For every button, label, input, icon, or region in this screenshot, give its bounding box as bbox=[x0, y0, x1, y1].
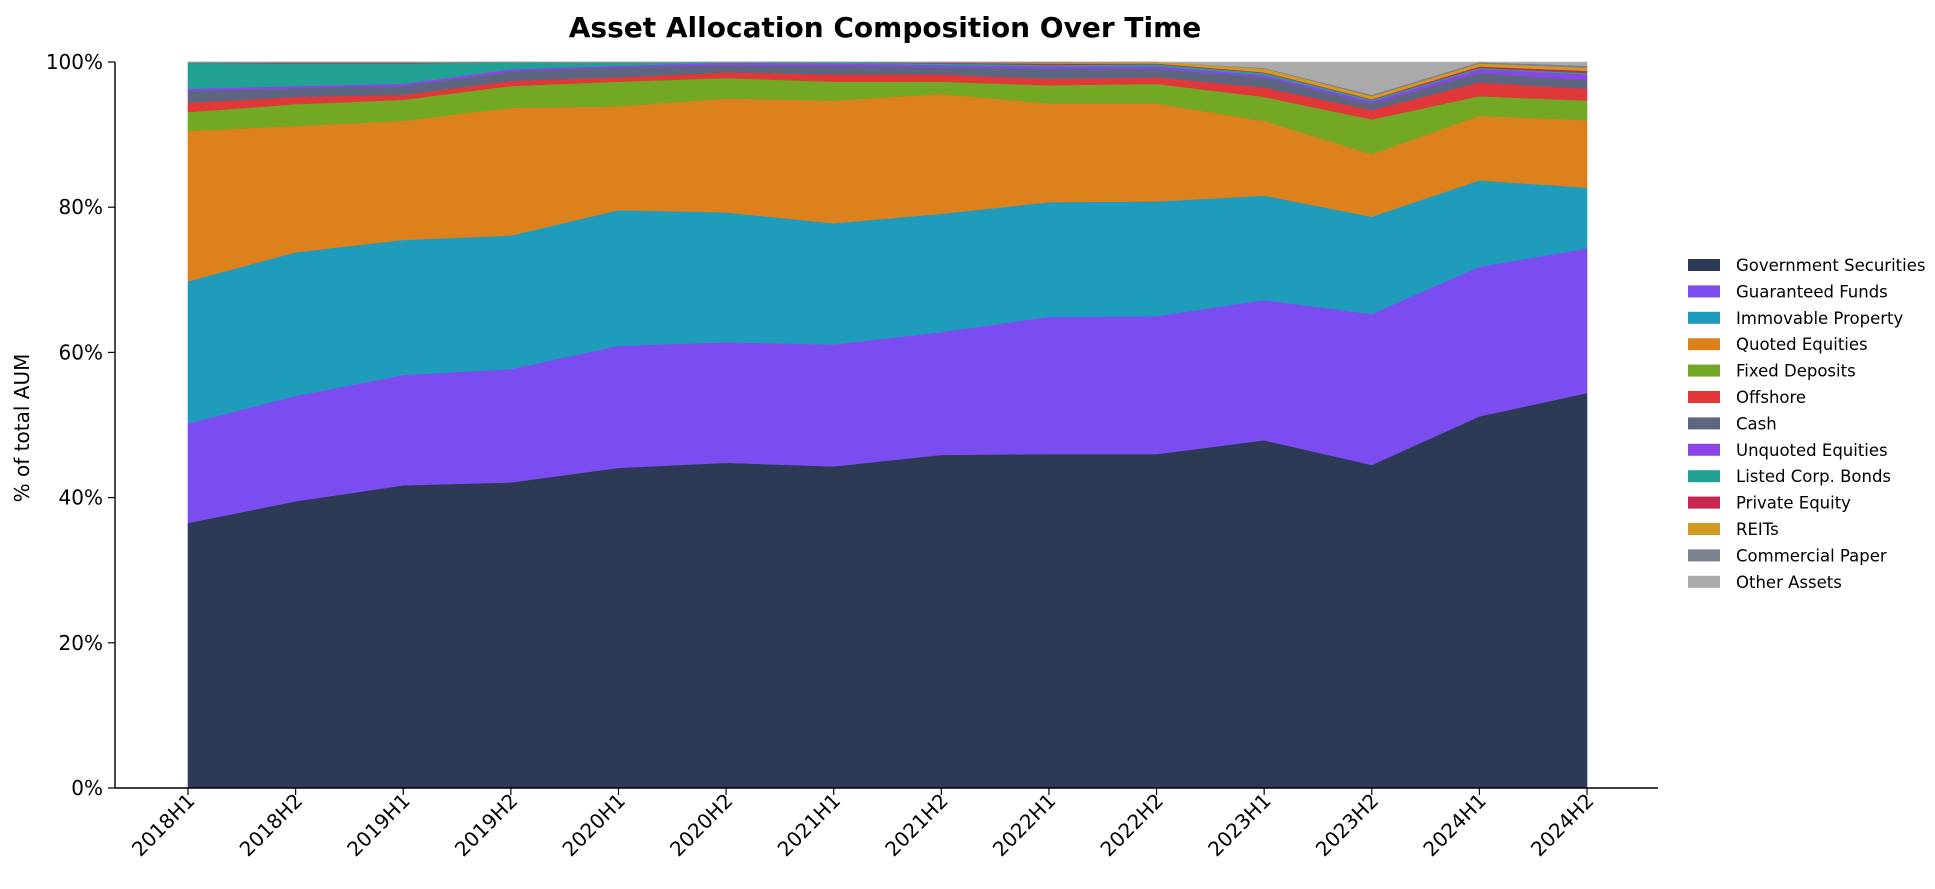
axes bbox=[114, 62, 1658, 789]
legend-label: Other Assets bbox=[1736, 573, 1842, 592]
x-tick-label: 2018H1 bbox=[127, 789, 200, 862]
y-tick-label: 100% bbox=[46, 50, 103, 74]
y-axis-label: % of total AUM bbox=[10, 354, 34, 503]
y-tick-label: 20% bbox=[59, 631, 103, 655]
legend-swatch bbox=[1688, 575, 1720, 588]
legend-swatch bbox=[1688, 338, 1720, 351]
y-tick-label: 0% bbox=[71, 776, 103, 800]
x-tick-label: 2022H2 bbox=[1095, 789, 1168, 862]
x-tick-label: 2020H2 bbox=[665, 789, 738, 862]
legend-swatch bbox=[1688, 443, 1720, 456]
area-other-assets bbox=[188, 61, 1588, 95]
y-tick-label: 40% bbox=[59, 486, 103, 510]
legend-label: Listed Corp. Bonds bbox=[1736, 467, 1891, 486]
x-tick-label: 2021H1 bbox=[773, 789, 846, 862]
legend-swatch bbox=[1688, 311, 1720, 324]
legend-swatch bbox=[1688, 470, 1720, 483]
legend-label: Fixed Deposits bbox=[1736, 362, 1856, 381]
legend-label: Guaranteed Funds bbox=[1736, 282, 1888, 301]
legend-swatch bbox=[1688, 417, 1720, 430]
legend-swatch bbox=[1688, 364, 1720, 377]
x-tick-label: 2018H2 bbox=[235, 789, 308, 862]
x-tick-label: 2024H1 bbox=[1418, 789, 1491, 862]
x-tick-label: 2019H2 bbox=[450, 789, 523, 862]
legend-label: Cash bbox=[1736, 414, 1777, 433]
y-tick-label: 60% bbox=[59, 340, 103, 364]
legend-label: REITs bbox=[1736, 520, 1779, 539]
legend-swatch bbox=[1688, 549, 1720, 562]
x-tick-label: 2022H1 bbox=[988, 789, 1061, 862]
legend-label: Government Securities bbox=[1736, 256, 1925, 275]
legend-label: Private Equity bbox=[1736, 494, 1851, 513]
legend-swatch bbox=[1688, 523, 1720, 535]
legend-label: Quoted Equities bbox=[1736, 335, 1868, 354]
x-tick-label: 2020H1 bbox=[557, 789, 630, 862]
legend-label: Commercial Paper bbox=[1736, 546, 1887, 565]
legend-swatch bbox=[1688, 496, 1720, 509]
legend-label: Immovable Property bbox=[1736, 309, 1903, 328]
x-tick-label: 2019H1 bbox=[342, 789, 415, 862]
x-tick-label: 2023H1 bbox=[1203, 789, 1276, 862]
chart-title: Asset Allocation Composition Over Time bbox=[569, 11, 1202, 44]
area-layers bbox=[187, 61, 1588, 789]
legend: Government Securities Guaranteed Funds Imm… bbox=[1688, 256, 1925, 592]
legend-swatch bbox=[1688, 391, 1720, 403]
legend-swatch bbox=[1688, 259, 1720, 271]
x-tick-label: 2021H2 bbox=[880, 789, 953, 862]
x-ticks: 2018H1 2018H2 2019H1 2019H2 2020H1 2020H2 2021… bbox=[127, 788, 1599, 861]
y-tick-label: 80% bbox=[59, 195, 103, 219]
legend-swatch bbox=[1688, 285, 1720, 298]
legend-label: Offshore bbox=[1736, 388, 1806, 407]
x-tick-label: 2024H2 bbox=[1526, 789, 1599, 862]
legend-label: Unquoted Equities bbox=[1736, 441, 1888, 460]
y-ticks: 0% 20% 40% 60% 80% 100% bbox=[46, 50, 115, 800]
x-tick-label: 2023H2 bbox=[1311, 789, 1384, 862]
